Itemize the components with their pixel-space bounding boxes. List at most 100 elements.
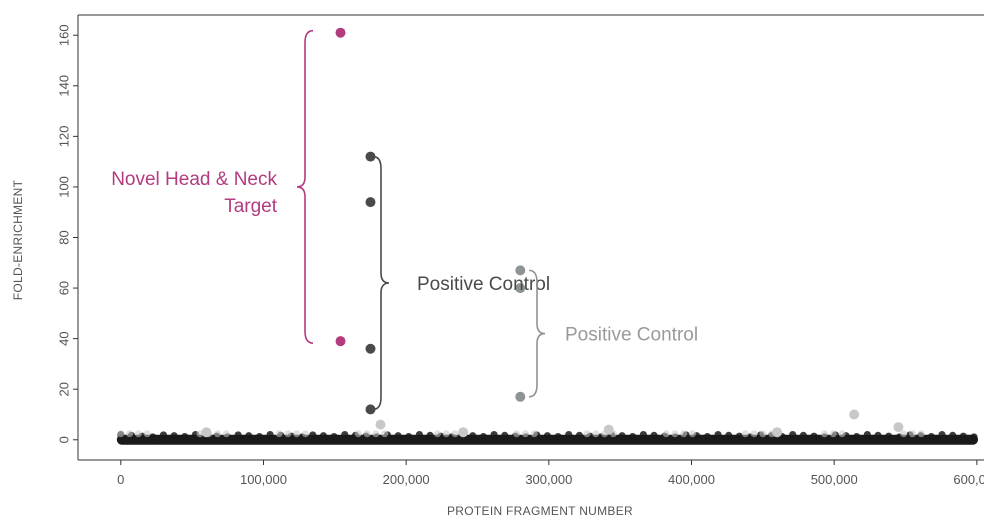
data-point: [330, 432, 338, 441]
points-layer: [116, 27, 979, 445]
data-point: [143, 430, 151, 438]
data-point: [365, 151, 376, 162]
x-axis-title: PROTEIN FRAGMENT NUMBER: [447, 504, 633, 518]
data-point: [302, 430, 310, 438]
data-point: [521, 430, 529, 438]
data-point: [592, 430, 600, 438]
data-point: [970, 433, 978, 441]
x-tick-label: 0: [117, 472, 124, 487]
data-point: [714, 430, 722, 439]
data-point: [789, 430, 797, 439]
positive-control-brace: [372, 155, 390, 411]
x-tick-label: 200,000: [383, 472, 430, 487]
x-tick-label: 600,000: [953, 472, 984, 487]
data-point: [170, 432, 178, 440]
data-point: [381, 430, 389, 438]
data-point: [335, 27, 346, 38]
data-point: [554, 432, 562, 441]
novel-target-label: Target: [224, 196, 278, 217]
data-point: [159, 431, 168, 439]
data-point: [515, 283, 526, 294]
data-point: [319, 432, 328, 440]
data-point: [917, 430, 925, 438]
data-point: [426, 431, 434, 439]
data-point: [810, 432, 818, 440]
novel-target-brace: [296, 29, 314, 344]
data-point: [372, 430, 380, 438]
positive-control-light-label: Positive Control: [565, 325, 698, 346]
y-tick-label: 0: [57, 436, 72, 443]
data-point: [309, 431, 317, 439]
data-point: [515, 391, 526, 402]
data-point: [927, 432, 935, 441]
data-point: [201, 427, 212, 438]
data-point: [650, 431, 658, 439]
data-point: [490, 430, 498, 439]
data-point: [689, 430, 697, 438]
data-point: [181, 432, 189, 441]
data-point: [838, 430, 846, 438]
data-point: [335, 336, 346, 347]
data-point: [222, 430, 230, 438]
y-tick-label: 60: [57, 281, 72, 295]
data-point: [565, 430, 573, 439]
data-point: [750, 430, 758, 438]
data-point: [853, 432, 861, 441]
y-tick-label: 140: [57, 75, 72, 97]
data-point: [245, 432, 253, 440]
plot-frame: [77, 14, 984, 461]
data-point: [363, 430, 371, 438]
data-point: [375, 419, 386, 430]
y-axis-title: FOLD-ENRICHMENT: [11, 179, 25, 300]
x-tick-label: 300,000: [525, 472, 572, 487]
x-tick-label: 500,000: [811, 472, 858, 487]
data-point: [725, 431, 733, 439]
y-tick-label: 80: [57, 230, 72, 244]
data-point: [275, 430, 283, 438]
data-point: [874, 431, 882, 439]
data-point: [575, 431, 584, 439]
data-point: [662, 430, 670, 438]
data-point: [405, 432, 413, 441]
y-tick-label: 40: [57, 331, 72, 345]
data-point: [266, 430, 274, 439]
data-point: [759, 430, 767, 438]
data-point: [671, 430, 679, 438]
data-point: [284, 430, 292, 438]
data-point: [603, 424, 614, 435]
data-point: [479, 432, 488, 441]
data-point: [543, 432, 552, 440]
data-point: [341, 430, 349, 439]
data-point: [703, 432, 711, 441]
data-point: [134, 430, 142, 438]
data-point: [442, 430, 450, 438]
data-point: [354, 430, 362, 438]
y-tick-label: 120: [57, 126, 72, 148]
data-point: [893, 422, 904, 433]
data-point: [629, 432, 637, 441]
x-tick-label: 100,000: [240, 472, 287, 487]
data-point: [451, 430, 459, 438]
data-point: [214, 430, 222, 438]
data-point: [149, 433, 157, 441]
data-point: [959, 432, 967, 440]
data-point: [433, 430, 441, 438]
data-point: [885, 432, 893, 440]
data-point: [829, 430, 837, 438]
data-point: [515, 265, 526, 276]
data-point: [255, 432, 264, 441]
data-point: [735, 432, 743, 440]
data-point: [117, 430, 125, 438]
data-point: [365, 343, 376, 354]
data-point: [513, 430, 521, 438]
data-point: [639, 430, 647, 439]
data-point: [741, 430, 749, 438]
y-tick-label: 20: [57, 382, 72, 396]
data-point: [469, 432, 477, 440]
positive-control-light-brace: [528, 269, 546, 398]
data-point: [900, 430, 908, 438]
positive-control-label: Positive Control: [417, 274, 550, 295]
data-point: [820, 430, 828, 438]
data-point: [849, 409, 860, 420]
